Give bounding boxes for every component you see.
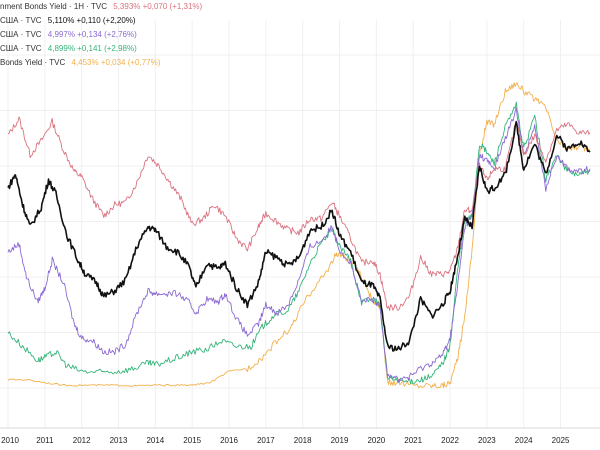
legend-row-5[interactable]: Bonds Yield · TVC 4,453% +0,034 (+0,77%) [0,56,202,70]
legend-title: nment Bonds Yield · 1H · TVC [0,2,108,11]
x-tick-label: 2023 [478,436,496,445]
legend-value-2: 5,110% +0,110 (+2,20%) [47,16,136,25]
x-tick-label: 2010 [1,436,19,445]
x-tick-label: 2011 [36,436,54,445]
x-tick-label: 2013 [110,436,128,445]
legend-row-3[interactable]: США · TVC 4,997% +0,134 (+2,76%) [0,28,202,42]
legend-name-4: США · TVC [0,44,42,53]
legend-value-5: 4,453% +0,034 (+0,77%) [71,58,161,67]
x-tick-label: 2017 [257,436,275,445]
x-tick-label: 2016 [220,436,238,445]
legend-row-2[interactable]: США · TVC 5,110% +0,110 (+2,20%) [0,14,202,28]
series-line-4 [7,101,591,385]
legend-value-1: 5,393% +0,070 (+1,31%) [113,2,203,11]
x-tick-label: 2018 [294,436,312,445]
legend-value-4: 4,899% +0,141 (+2,98%) [47,44,137,53]
series-lines [7,82,591,389]
legend-name-2: США · TVC [0,16,42,25]
series-line-3 [7,107,591,383]
series-line-1 [7,116,591,311]
x-axis: 2010 2011 2012 2013 2014 2015 2016 2017 2018 2019… [1,436,570,445]
grid [0,20,600,429]
legend-row-1[interactable]: nment Bonds Yield · 1H · TVC 5,393% +0,0… [0,0,202,14]
legend-row-4[interactable]: США · TVC 4,899% +0,141 (+2,98%) [0,42,202,56]
x-tick-label: 2021 [404,436,422,445]
x-tick-label: 2025 [552,436,570,445]
legend-value-3: 4,997% +0,134 (+2,76%) [47,30,137,39]
x-tick-label: 2019 [331,436,349,445]
x-tick-label: 2014 [146,436,164,445]
x-tick-label: 2015 [183,436,201,445]
series-line-2 [7,120,591,352]
x-tick-label: 2022 [441,436,459,445]
x-tick-label: 2024 [515,436,533,445]
legend: nment Bonds Yield · 1H · TVC 5,393% +0,0… [0,0,202,70]
x-tick-label: 2012 [73,436,91,445]
legend-name-3: США · TVC [0,30,42,39]
legend-name-5: Bonds Yield · TVC [0,58,66,67]
x-tick-label: 2020 [367,436,385,445]
